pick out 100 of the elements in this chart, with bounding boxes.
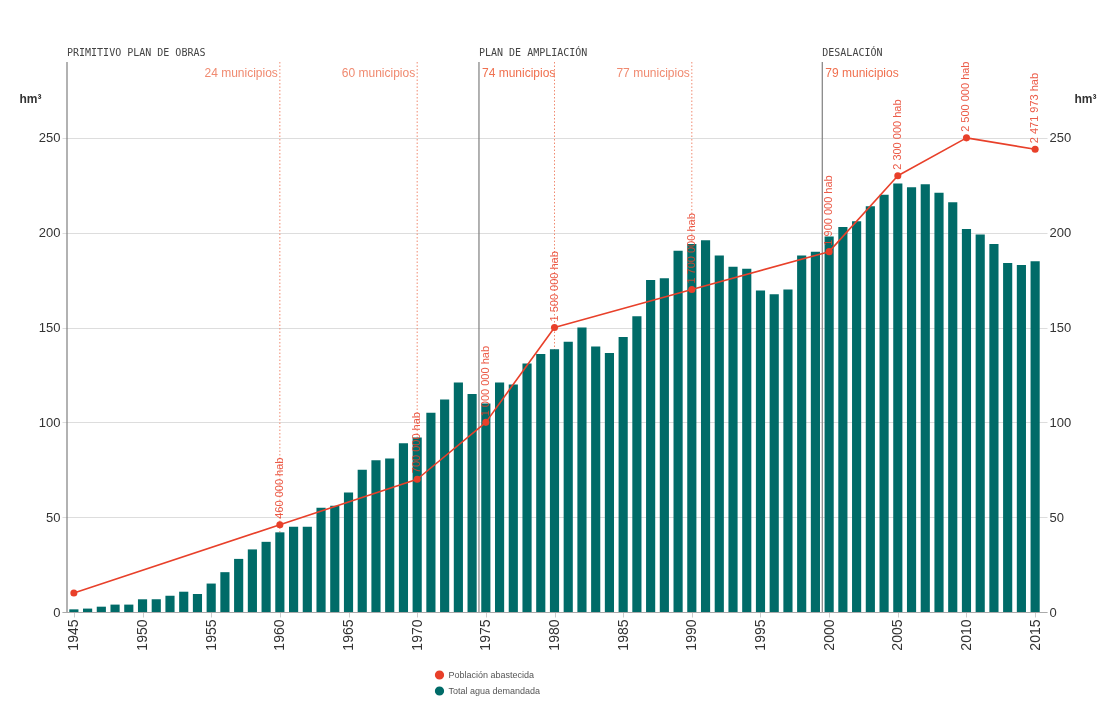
y-axis-title: hm³ (19, 91, 42, 106)
bar (810, 251, 820, 612)
bar (261, 541, 271, 612)
bar (618, 337, 628, 612)
point (413, 475, 421, 483)
x-tick-label: 1990 (683, 619, 700, 651)
x-tick-label: 1980 (546, 619, 562, 651)
x-tick-label: 1995 (751, 619, 768, 651)
y-tick-label: 100 (38, 414, 61, 430)
annotation: 74 municipios (481, 66, 556, 80)
y2-tick-label: 200 (1049, 225, 1072, 241)
bar (316, 507, 326, 612)
bar (343, 492, 354, 612)
bar (865, 206, 875, 612)
bar (563, 341, 573, 612)
y2-axis-title: hm³ (1074, 91, 1097, 106)
bar (69, 609, 79, 612)
bar (247, 549, 257, 612)
y2-tick-label: 0 (1049, 604, 1057, 620)
y-tick-label: 250 (38, 130, 61, 146)
legend-label: Total agua demandada (448, 686, 541, 696)
bar (838, 227, 848, 612)
bar (577, 327, 587, 612)
bar (371, 460, 381, 612)
bar (920, 184, 930, 612)
bar (453, 382, 463, 612)
ref-line-label: PRIMITIVO PLAN DE OBRAS (67, 47, 206, 58)
ref-line-label: 24 municipios (204, 66, 278, 80)
bar (700, 240, 711, 612)
x-tick-label: 1950 (134, 619, 151, 651)
bar (179, 591, 189, 612)
bar (137, 599, 148, 612)
y2-tick-label: 50 (1049, 509, 1064, 525)
bar (934, 192, 944, 612)
point (482, 418, 490, 426)
bar (604, 353, 615, 612)
legend-label: Población abastecida (448, 670, 535, 680)
y-tick-label: 50 (46, 509, 61, 525)
bar (330, 505, 340, 612)
bar (948, 202, 958, 612)
point (550, 323, 559, 332)
x-tick-label: 2000 (820, 619, 837, 651)
bar (549, 349, 560, 612)
bar (906, 187, 917, 612)
x-tick-label: 2005 (889, 619, 906, 651)
bar (728, 266, 738, 612)
bar (852, 221, 862, 612)
bar (165, 595, 175, 612)
x-tick-label: 2010 (957, 619, 974, 651)
bar (289, 526, 299, 612)
bar (1030, 261, 1040, 612)
bar (673, 250, 683, 612)
bar (440, 399, 450, 612)
x-tick-label: 1960 (271, 619, 288, 651)
bar (989, 244, 999, 612)
bar (1016, 264, 1026, 612)
bar (714, 255, 724, 612)
bar (192, 593, 203, 612)
annotation: 1 500 000 hab (547, 251, 560, 322)
bar (220, 572, 230, 612)
annotation: 1 900 000 hab (822, 175, 835, 246)
bar (824, 236, 834, 612)
x-tick-label: 1985 (614, 619, 631, 651)
x-tick-label: 1970 (408, 619, 425, 651)
bar (206, 583, 216, 612)
annotation: 2 300 000 hab (890, 99, 903, 170)
bar (632, 316, 642, 612)
annotation: 460 000 hab (272, 457, 285, 519)
x-tick-label: 1955 (202, 619, 219, 651)
bar (755, 290, 766, 612)
point (70, 589, 78, 597)
bar (536, 354, 546, 612)
y2-tick-label: 150 (1049, 320, 1072, 336)
annotation: 700 000 hab (410, 412, 423, 474)
annotation: 79 municipios (825, 66, 899, 80)
x-tick-label: 1965 (340, 619, 357, 651)
annotation: 1 000 000 hab (478, 345, 491, 417)
point (894, 172, 902, 180)
bar (659, 278, 669, 612)
bar (591, 346, 601, 612)
point (276, 521, 284, 529)
bar (508, 384, 518, 612)
ref-line-label: 77 municipios (616, 66, 690, 80)
ref-line-label: PLAN DE AMPLIACIÓN (478, 46, 588, 58)
ref-line-label: DESALACIÓN (822, 46, 883, 58)
y-tick-label: 200 (38, 225, 61, 241)
bar (385, 458, 395, 612)
bar (275, 532, 285, 612)
bar (893, 183, 903, 612)
bar (357, 469, 367, 612)
bar (124, 604, 134, 612)
x-tick-label: 2015 (1026, 619, 1043, 651)
bar (742, 268, 752, 612)
point (962, 134, 971, 142)
bar (151, 599, 161, 612)
bar (646, 280, 656, 612)
bar (783, 289, 793, 612)
bar (234, 558, 244, 612)
point (1031, 145, 1039, 153)
bar (879, 194, 889, 612)
